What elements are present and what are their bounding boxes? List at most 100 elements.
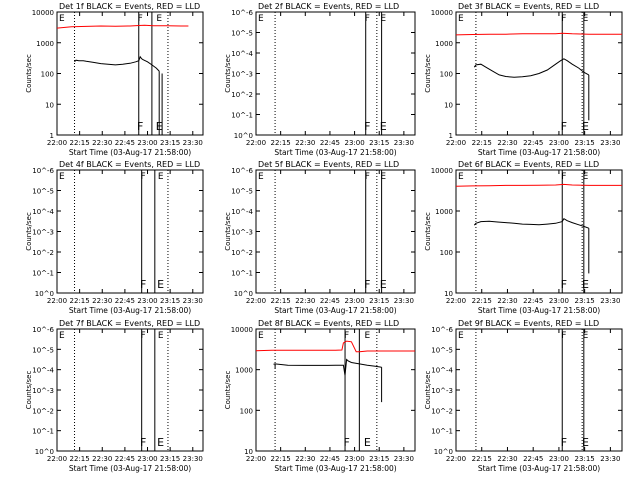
flag-marker-f: F: [364, 278, 370, 291]
flag-marker-e-top: E: [583, 14, 589, 24]
x-tick-label: 22:30: [92, 139, 112, 147]
x-tick-label: 22:30: [497, 455, 517, 463]
y-tick-label: 10^-2: [32, 249, 54, 257]
y-axis-label: Counts/sec: [424, 371, 432, 410]
y-tick-label: 10^-1: [32, 270, 54, 278]
y-tick-label: 10^-4: [32, 367, 54, 375]
y-axis-label: Counts/sec: [224, 371, 232, 410]
x-tick-label: 23:15: [575, 139, 595, 147]
events-series-line: [74, 55, 160, 72]
x-tick-label: 22:15: [271, 297, 291, 305]
x-tick-label: 23:15: [575, 297, 595, 305]
y-tick-label: 100: [440, 249, 453, 257]
x-tick-label: 23:00: [549, 455, 569, 463]
panel-title: Det 3f BLACK = Events, RED = LLD: [458, 2, 599, 11]
x-tick-label: 23:00: [549, 139, 569, 147]
y-tick-label: 10^-3: [32, 229, 54, 237]
y-tick-label: 10^-1: [32, 428, 54, 436]
x-axis-label: Start Time (03-Aug-17 21:58:00): [69, 464, 191, 473]
x-tick-label: 22:30: [92, 455, 112, 463]
x-tick-label: 23:30: [600, 297, 620, 305]
y-tick-label: 1000: [235, 367, 253, 375]
flag-marker-f-top: F: [365, 172, 370, 182]
y-axis-label: Counts/sec: [224, 54, 232, 93]
x-axis-label: Start Time (03-Aug-17 21:58:00): [69, 148, 191, 157]
y-tick-label: 10^-6: [32, 326, 54, 334]
left-e-marker: E: [458, 172, 464, 182]
y-tick-label: 10^-5: [431, 346, 453, 354]
flag-marker-e-top: E: [380, 14, 386, 24]
x-tick-label: 22:15: [271, 455, 291, 463]
flag-marker-f: F: [561, 278, 567, 291]
left-e-marker: E: [258, 331, 264, 341]
x-tick-label: 22:45: [523, 297, 543, 305]
flag-marker-e-top: E: [158, 331, 164, 341]
x-tick-label: 23:15: [575, 455, 595, 463]
y-axis-label: Counts/sec: [224, 212, 232, 251]
x-tick-label: 22:45: [115, 297, 135, 305]
x-axis-label: Start Time (03-Aug-17 21:58:00): [274, 306, 396, 315]
flag-marker-f-top: F: [561, 172, 566, 182]
y-tick-label: 10^0: [35, 290, 54, 298]
x-tick-label: 22:45: [320, 455, 340, 463]
flag-marker-e: E: [582, 120, 589, 133]
x-tick-label: 22:30: [295, 455, 315, 463]
x-tick-label: 22:45: [115, 139, 135, 147]
x-axis-label: Start Time (03-Aug-17 21:58:00): [274, 148, 396, 157]
y-tick-label: 1: [449, 132, 453, 140]
x-tick-label: 22:15: [472, 455, 492, 463]
x-tick-label: 22:00: [47, 139, 67, 147]
y-tick-label: 1000: [435, 40, 453, 48]
flag-marker-e: E: [582, 436, 589, 449]
panel-title: Det 9f BLACK = Events, RED = LLD: [458, 319, 599, 328]
y-tick-label: 10000: [231, 326, 253, 334]
flag-marker-e: E: [380, 278, 387, 291]
x-tick-label: 23:30: [394, 139, 414, 147]
x-tick-label: 22:00: [47, 455, 67, 463]
flag-marker-f-top: F: [141, 172, 146, 182]
x-tick-label: 22:15: [70, 139, 90, 147]
x-tick-label: 22:45: [115, 455, 135, 463]
flag-marker-e-top: E: [158, 172, 164, 182]
x-tick-label: 23:00: [344, 297, 364, 305]
x-tick-label: 22:15: [70, 455, 90, 463]
y-tick-label: 10^-6: [231, 9, 253, 17]
flag-marker-f-top: F: [141, 331, 146, 341]
y-tick-label: 10: [244, 448, 253, 456]
y-tick-label: 10^-3: [32, 387, 54, 395]
y-tick-label: 10^0: [434, 448, 453, 456]
y-tick-label: 10^-4: [431, 367, 453, 375]
x-tick-label: 23:15: [369, 139, 389, 147]
x-tick-label: 22:30: [295, 297, 315, 305]
panel-title: Det 8f BLACK = Events, RED = LLD: [258, 319, 399, 328]
y-tick-label: 10^-3: [431, 387, 453, 395]
y-tick-label: 10^-6: [431, 326, 453, 334]
y-tick-label: 10^-6: [231, 167, 253, 175]
x-tick-label: 23:15: [160, 139, 180, 147]
x-tick-label: 22:45: [320, 139, 340, 147]
y-tick-label: 10^0: [35, 448, 54, 456]
lld-series-line: [455, 32, 622, 36]
y-tick-label: 10^-2: [231, 91, 253, 99]
y-tick-label: 10000: [32, 9, 54, 17]
plot-frame: [255, 169, 416, 294]
x-axis-label: Start Time (03-Aug-17 21:58:00): [69, 306, 191, 315]
plot-frame: [255, 11, 416, 136]
detector-panel-6: Det 6f BLACK = Events, RED = LLD 10 100 100…: [424, 160, 623, 315]
detector-panel-2: Det 2f BLACK = Events, RED = LLD 10^0 10^-…: [224, 2, 416, 157]
y-tick-label: 10^-2: [431, 407, 453, 415]
panel-title: Det 7f BLACK = Events, RED = LLD: [59, 319, 200, 328]
x-tick-label: 23:30: [183, 297, 203, 305]
y-tick-label: 10: [444, 101, 453, 109]
events-series-line: [473, 218, 589, 229]
flag-marker-e-top: E: [380, 172, 386, 182]
y-tick-label: 100: [41, 71, 54, 79]
x-tick-label: 23:00: [137, 297, 157, 305]
x-axis-label: Start Time (03-Aug-17 21:58:00): [478, 306, 600, 315]
flag-marker-f: F: [561, 120, 567, 133]
x-tick-label: 23:30: [600, 455, 620, 463]
y-tick-label: 1000: [36, 40, 54, 48]
x-axis-label: Start Time (03-Aug-17 21:58:00): [274, 464, 396, 473]
panel-title: Det 4f BLACK = Events, RED = LLD: [59, 160, 200, 169]
y-tick-label: 10^-5: [32, 346, 54, 354]
